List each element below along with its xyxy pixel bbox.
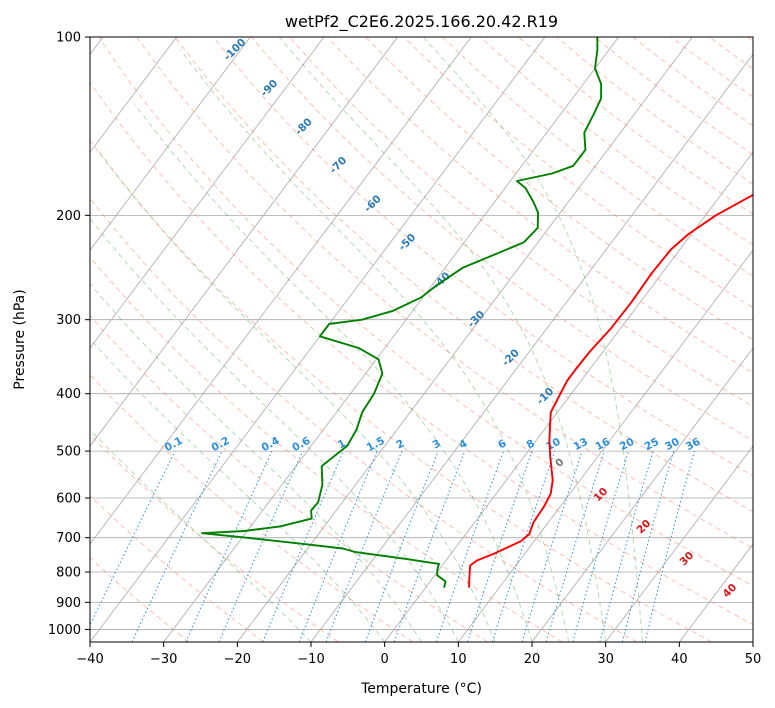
mixing-ratio-line: [521, 450, 583, 642]
x-tick-label: 0: [381, 652, 389, 667]
mixing-ratio-line: [325, 450, 403, 642]
dry-adiabat-line: [98, 37, 753, 587]
mixing-ratio-line: [599, 450, 654, 642]
mixing-ratio-line: [572, 450, 629, 642]
moist-adiabat-line: [90, 429, 312, 642]
moist-adiabat-line: [278, 37, 607, 642]
isotherm-line: [90, 37, 546, 642]
y-tick-label: 900: [56, 596, 81, 611]
dry-adiabat-lines: [90, 37, 753, 642]
mixing-ratio-line: [393, 450, 466, 642]
dry-adiabat-line: [90, 256, 563, 642]
y-tick-label: 1000: [48, 623, 81, 638]
x-tick-label: 40: [671, 652, 688, 667]
temperature-profile-line: [468, 193, 753, 588]
isotherm-line: [605, 445, 753, 642]
dry-adiabat-line: [90, 374, 414, 642]
mixing-ratio-line: [621, 450, 675, 642]
dry-adiabat-line: [90, 557, 190, 642]
dry-adiabat-line: [403, 37, 753, 309]
dry-adiabat-line: [327, 37, 753, 374]
dry-adiabat-line: [289, 37, 753, 407]
dry-adiabat-line: [212, 37, 753, 477]
moist-adiabat-line: [134, 104, 533, 642]
isobar-gridlines: [90, 37, 753, 630]
mixing-ratio-lines: [90, 450, 695, 642]
isotherm-line: [90, 37, 325, 349]
mixing-ratio-line: [545, 450, 605, 642]
x-axis-label: Temperature (°C): [360, 681, 482, 697]
y-tick-label: 800: [56, 566, 81, 581]
x-tick-label: −30: [150, 652, 177, 667]
moist-adiabat-line: [422, 37, 643, 642]
x-tick-label: 20: [524, 652, 541, 667]
x-tick-label: −20: [224, 652, 251, 667]
y-axis-ticks: 100 200 300 400 500 600 700 800 900 1000: [48, 31, 90, 638]
isotherm-line: [163, 37, 619, 642]
x-tick-label: 50: [745, 652, 762, 667]
moist-adiabat-line: [97, 149, 496, 642]
mixing-ratio-line: [298, 450, 378, 642]
isotherm-line: [90, 37, 472, 545]
isotherm-line: [531, 347, 753, 642]
chart-title: wetPf2_C2E6.2025.166.20.42.R19: [285, 12, 558, 32]
x-axis-ticks: −40 −30 −20 −10 0 10 20 30 40 50: [76, 642, 761, 667]
mixing-ratio-line: [491, 450, 556, 642]
y-tick-label: 700: [56, 531, 81, 546]
dry-adiabat-line: [90, 139, 712, 642]
mixing-ratio-line: [90, 450, 176, 627]
x-tick-label: 30: [597, 652, 614, 667]
dry-adiabat-line: [90, 81, 753, 625]
y-tick-label: 300: [56, 313, 81, 328]
mixing-ratio-line: [262, 450, 344, 642]
mixing-ratio-line: [364, 450, 439, 642]
mixing-ratio-line: [467, 450, 533, 642]
isotherm-lines: [90, 37, 753, 642]
isotherm-line: [384, 151, 753, 642]
y-tick-label: 100: [56, 31, 81, 46]
moist-adiabat-line: [90, 338, 386, 642]
y-tick-label: 400: [56, 387, 81, 402]
y-tick-label: 600: [56, 492, 81, 507]
isotherm-line: [458, 249, 753, 642]
y-tick-label: 500: [56, 445, 81, 460]
isotherm-line: [237, 37, 693, 642]
x-tick-label: 10: [450, 652, 467, 667]
sounding-series: [201, 37, 753, 588]
dewpoint-profile-line: [201, 37, 603, 588]
moist-adiabat-line: [90, 217, 459, 642]
isotherm-line: [90, 37, 398, 447]
dry-adiabat-line: [90, 197, 638, 642]
mixing-ratio-line: [435, 450, 505, 642]
plot-area: 0.1 0.2 0.4 0.6 1 1.5 2 3 4 6 8 10 13 16 20 25 30 36-100-…: [90, 37, 753, 642]
x-tick-label: −40: [76, 652, 103, 667]
y-tick-label: 200: [56, 209, 81, 224]
dry-adiabat-line: [136, 37, 753, 549]
isotherm-line: [90, 37, 177, 153]
mixing-ratio-line: [644, 450, 695, 642]
plot-frame: [89, 36, 754, 643]
mixing-ratio-line: [218, 450, 304, 642]
y-axis-label: Pressure (hPa): [12, 289, 28, 389]
isotherm-line: [90, 37, 251, 251]
x-tick-label: −10: [297, 652, 324, 667]
